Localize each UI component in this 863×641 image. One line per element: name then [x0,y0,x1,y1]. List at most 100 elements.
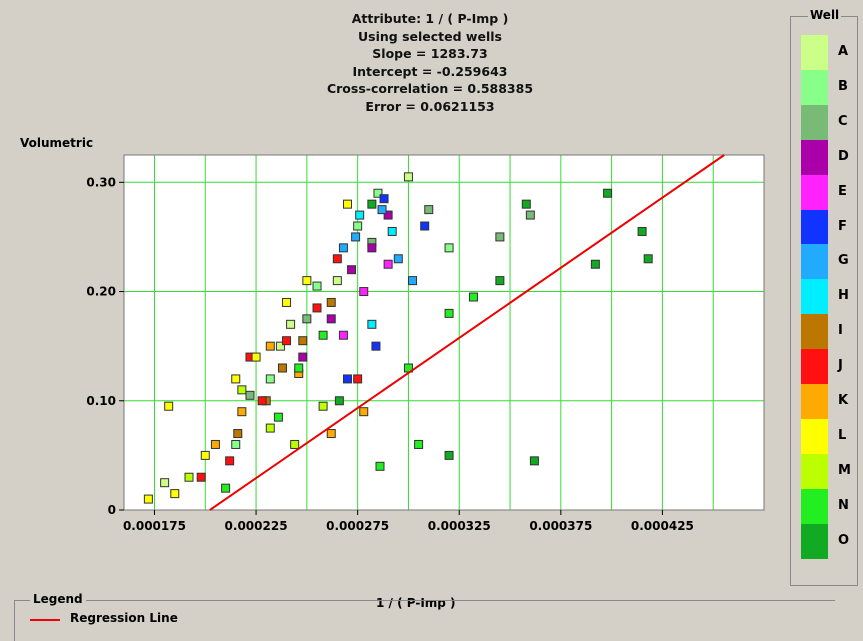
well-label-b: B [838,78,848,94]
well-legend-title: Well [808,8,842,22]
data-point-well-b [265,374,275,384]
data-point-well-o [590,259,600,269]
well-label-a: A [838,44,849,59]
data-point-well-i [233,429,243,439]
data-point-well-h [355,210,365,220]
data-point-well-f [420,221,430,231]
x-tick-label: 0.000325 [428,519,491,533]
data-point-well-b [444,243,454,253]
data-point-well-l [164,401,174,411]
data-point-well-l [231,374,241,384]
data-point-well-d [347,265,357,275]
data-point-well-l [170,489,180,499]
well-swatch-l [801,418,828,454]
legend-box [14,600,835,641]
data-point-well-f [379,194,389,204]
data-point-well-g [408,276,418,286]
plot-frame [123,154,765,511]
y-tick-label: 0.20 [86,285,116,299]
data-point-well-f [371,341,381,351]
x-tick-label: 0.000225 [225,519,288,533]
data-point-well-n [221,483,231,493]
regression-stats: Attribute: 1 / ( P-Imp ) Using selected … [260,10,600,115]
data-point-well-k [210,439,220,449]
well-swatch-e [801,174,828,210]
well-swatch-a [801,35,828,70]
well-swatch-k [801,384,828,419]
data-point-well-a [160,478,170,488]
data-point-well-n [468,292,478,302]
data-point-well-l [302,276,312,286]
well-swatch-j [801,349,828,385]
data-point-well-g [351,232,361,242]
data-point-well-c [525,210,535,220]
data-point-well-o [521,199,531,209]
well-label-o: O [838,532,850,548]
y-tick-label: 0.30 [86,175,116,189]
data-point-well-m [265,423,275,433]
data-point-well-n [414,439,424,449]
data-point-well-c [302,314,312,324]
data-point-well-a [403,172,413,182]
well-label-g: G [838,253,849,269]
data-point-well-o [444,450,454,460]
data-point-well-b [353,221,363,231]
data-point-well-j [353,374,363,384]
y-tick-label: 0.10 [86,394,116,408]
well-label-i: I [838,323,843,339]
data-point-well-i [326,297,336,307]
regression-line [209,154,725,511]
data-point-well-j [332,254,342,264]
attribute-line: Attribute: 1 / ( P-Imp ) [351,11,509,26]
well-swatch-m [801,453,828,489]
data-point-well-m [290,439,300,449]
error-line: Error = 0.0621153 [365,98,495,114]
well-swatch-n [801,488,828,524]
data-point-well-i [277,363,287,373]
well-label-m: M [838,462,851,478]
x-axis-label: 1 / ( P-Imp ) [376,596,456,610]
selection-line: Using selected wells [358,28,502,44]
data-point-well-n [294,363,304,373]
data-point-well-a [332,276,342,286]
well-label-f: F [838,218,847,234]
data-point-well-j [282,336,292,346]
data-point-well-n [318,330,328,340]
well-label-l: L [838,427,847,443]
regression-line-label: Regression Line [70,611,178,625]
data-point-well-c [495,232,505,242]
data-point-well-k [359,407,369,417]
data-point-well-c [424,205,434,215]
data-point-well-b [231,439,241,449]
data-point-well-o [637,226,647,236]
data-point-well-d [326,314,336,324]
data-point-well-k [326,429,336,439]
well-label-d: D [838,148,849,164]
data-point-well-f [342,374,352,384]
data-point-well-b [312,281,322,291]
data-point-well-o [529,456,539,466]
data-point-well-a [286,319,296,329]
data-point-well-g [377,205,387,215]
data-point-well-a [275,341,285,351]
data-point-well-o [334,396,344,406]
well-swatch-d [801,139,828,175]
slope-line: Slope = 1283.73 [372,46,488,61]
data-point-well-j [225,456,235,466]
x-tick-label: 0.000275 [326,519,389,533]
data-point-well-d [298,352,308,362]
data-point-well-n [375,461,385,471]
data-point-well-k [237,407,247,417]
well-label-n: N [838,497,849,513]
well-swatch-g [801,244,828,280]
data-point-well-m [237,385,247,395]
data-point-well-n [273,412,283,422]
data-point-well-e [359,287,369,297]
data-point-well-g [338,243,348,253]
data-point-well-m [318,401,328,411]
data-point-well-o [603,188,613,198]
intercept-line: Intercept = -0.259643 [352,63,508,79]
well-label-j: J [838,358,843,374]
well-swatch-b [801,69,828,105]
